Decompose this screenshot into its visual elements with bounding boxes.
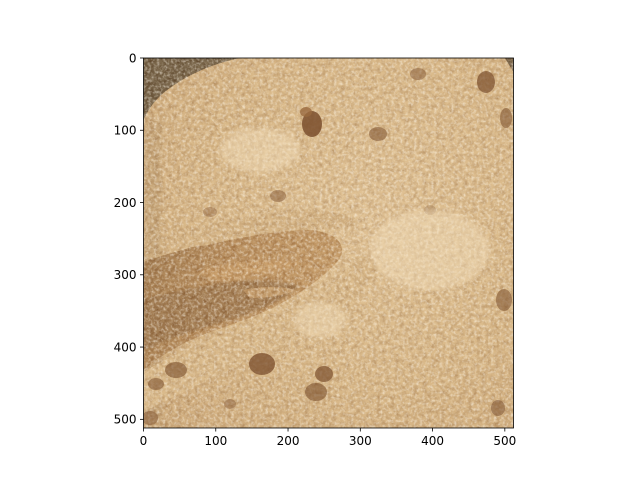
y-tick-label: 400: [114, 340, 137, 354]
y-tick-label: 500: [114, 413, 137, 427]
photo-image: [143, 58, 514, 428]
x-tick-label: 100: [204, 434, 227, 448]
x-tick-label: 200: [277, 434, 300, 448]
x-axis-ticks: 0 100 200 300 400 500: [140, 428, 516, 448]
x-tick-label: 300: [349, 434, 372, 448]
y-tick-label: 300: [114, 268, 137, 282]
axes-frame: [143, 57, 514, 429]
x-tick-label: 400: [421, 434, 444, 448]
y-tick-label: 0: [129, 51, 137, 65]
y-tick-label: 200: [114, 196, 137, 210]
x-tick-label: 0: [140, 434, 148, 448]
y-axis-ticks: 0 100 200 300 400 500: [114, 51, 144, 427]
y-tick-label: 100: [114, 124, 137, 138]
x-tick-label: 500: [493, 434, 516, 448]
